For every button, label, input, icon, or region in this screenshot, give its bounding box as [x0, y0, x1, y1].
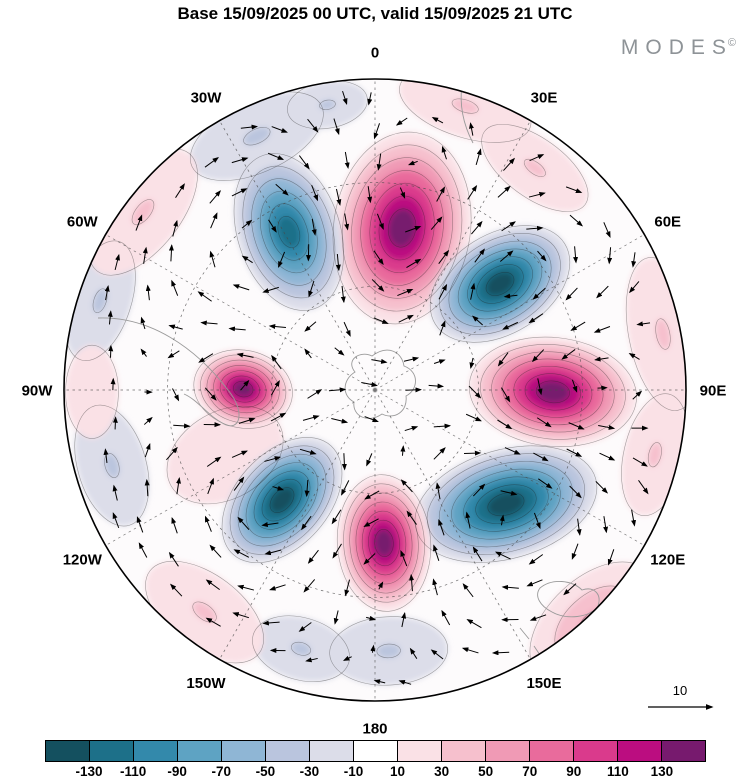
colorbar-segment — [442, 741, 486, 761]
colorbar-tick-label: -90 — [167, 764, 187, 779]
modes-logo-text: MODES — [620, 36, 733, 59]
reference-vector-label: 10 — [673, 683, 687, 698]
map-boundary — [63, 78, 687, 702]
colorbar-tick-label: 10 — [390, 764, 406, 779]
colorbar-segment — [354, 741, 398, 761]
meridian-label-60E: 60E — [654, 213, 681, 230]
meridian-label-30E: 30E — [531, 90, 558, 107]
colorbar-tick-labels: -130 -110 -90 -70 -50 -30 -10 10 30 50 70 90 110 130 — [45, 762, 706, 780]
meridian-label-30W: 30W — [191, 90, 223, 107]
chart-title: Base 15/09/2025 00 UTC, valid 15/09/2025… — [177, 4, 573, 23]
colorbar-tick-label: 90 — [566, 764, 582, 779]
meridian-label-0: 0 — [371, 44, 379, 61]
reference-vector: 10 — [648, 683, 714, 710]
colorbar-tick-label: -30 — [299, 764, 320, 779]
meridian-label-90E: 90E — [700, 382, 727, 399]
meridian-label-90W: 90W — [22, 382, 54, 399]
colorbar-segment — [178, 741, 222, 761]
colorbar-tick-label: -130 — [75, 764, 103, 779]
colorbar-tick-label: -10 — [343, 764, 364, 779]
colorbar-segment — [222, 741, 266, 761]
meridian-label-120W: 120W — [63, 551, 103, 568]
colorbar-segment — [134, 741, 178, 761]
colorbar-segment — [266, 741, 310, 761]
colorbar-segment — [574, 741, 618, 761]
colorbar-tick-label: -110 — [119, 764, 147, 779]
colorbar-tick-label: 70 — [522, 764, 538, 779]
meridian-label-150W: 150W — [186, 675, 226, 692]
colorbar-segment — [486, 741, 530, 761]
meridian-labels: 0 30E 60E 90E 120E 150E 180 150W 120W 90W 60W 30W — [22, 44, 727, 735]
colorbar-tick-label: 50 — [478, 764, 494, 779]
colorbar-segment — [398, 741, 442, 761]
colorbar-tick-label: -50 — [255, 764, 276, 779]
modes-logo: MODES© — [621, 36, 736, 60]
colorbar-tick-label: -70 — [211, 764, 232, 779]
meridian-label-60W: 60W — [67, 213, 99, 230]
colorbar-segment — [530, 741, 574, 761]
colorbar-segment — [310, 741, 354, 761]
modes-logo-mark: © — [727, 37, 736, 49]
anomaly-map: 0 30E 60E 90E 120E 150E 180 150W 120W 90W 60W 30W 10 — [22, 44, 727, 735]
meridian-label-120E: 120E — [650, 551, 685, 568]
colorbar-tick-label: 130 — [650, 764, 674, 779]
map-field — [64, 79, 686, 701]
meridian-label-150E: 150E — [526, 675, 561, 692]
colorbar: -130 -110 -90 -70 -50 -30 -10 10 30 50 70 90 110 130 — [45, 740, 706, 782]
colorbar-tick-label: 30 — [434, 764, 450, 779]
wind-vectors — [103, 90, 651, 685]
colorbar-segment — [662, 741, 705, 761]
colorbar-segment — [90, 741, 134, 761]
colorbar-segment — [618, 741, 662, 761]
colorbar-scale — [45, 740, 706, 762]
colorbar-tick-label: 110 — [606, 764, 629, 779]
colorbar-segment — [46, 741, 90, 761]
meridian-label-180: 180 — [362, 720, 387, 735]
